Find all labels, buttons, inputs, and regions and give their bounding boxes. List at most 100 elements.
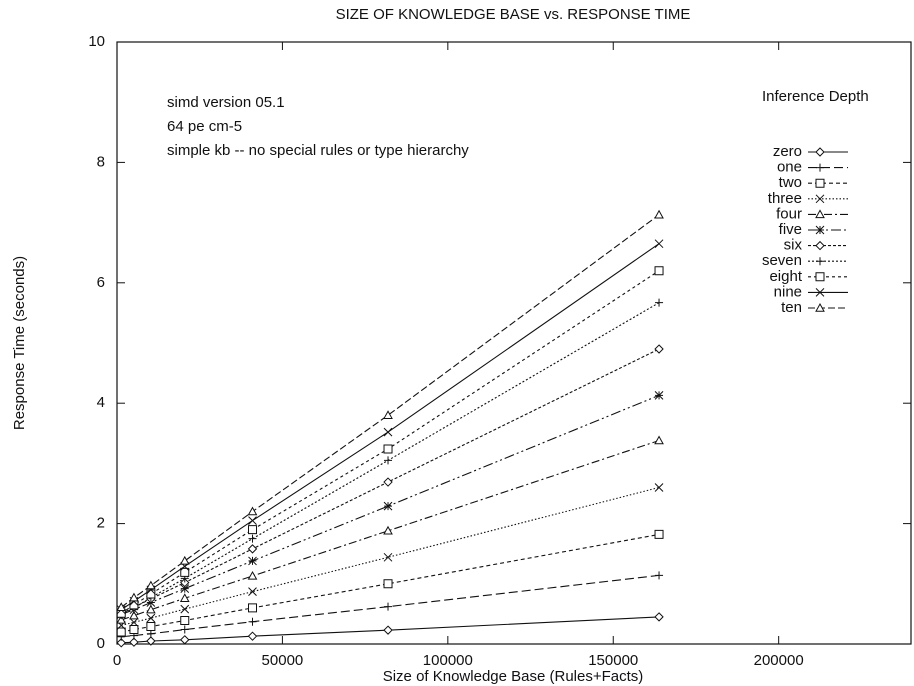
plot-frame <box>116 41 912 645</box>
y-tick-label: 6 <box>97 274 105 291</box>
y-tick-label: 10 <box>88 33 105 50</box>
y-tick-label: 8 <box>97 153 105 170</box>
data-point <box>116 638 126 648</box>
legend-label: zero <box>773 143 802 160</box>
legend-marker <box>815 225 825 235</box>
legend-title: Inference Depth <box>762 88 869 105</box>
data-point <box>654 391 664 400</box>
legend-label: five <box>779 221 802 238</box>
annotation: simple kb -- no special rules or type hi… <box>167 142 469 159</box>
data-point <box>247 506 258 516</box>
data-point <box>129 617 139 627</box>
data-point <box>129 637 139 647</box>
legend-label: six <box>784 237 803 254</box>
legend-label: three <box>768 190 802 207</box>
data-point <box>248 516 257 525</box>
data-point <box>180 584 190 593</box>
data-point <box>146 622 156 632</box>
x-axis-label: Size of Knowledge Base (Rules+Facts) <box>383 668 644 685</box>
data-point <box>247 570 258 580</box>
data-point <box>654 612 664 622</box>
data-point <box>654 483 664 492</box>
data-point <box>655 298 664 307</box>
legend-marker <box>815 147 825 157</box>
data-point <box>116 614 127 624</box>
data-point <box>129 600 139 610</box>
y-tick-label: 0 <box>97 635 105 652</box>
legend-label: two <box>779 174 802 191</box>
x-tick-label: 100000 <box>423 652 473 669</box>
data-point <box>248 534 257 543</box>
legend-marker <box>815 194 825 204</box>
data-point <box>654 344 664 354</box>
x-tick-label: 200000 <box>754 652 804 669</box>
data-point <box>248 525 258 535</box>
data-point <box>146 613 156 623</box>
series-line <box>120 302 660 616</box>
data-point <box>180 616 190 626</box>
data-point <box>383 477 393 487</box>
legend-label: seven <box>762 252 802 269</box>
legend-marker <box>816 257 824 266</box>
data-point <box>383 525 393 535</box>
data-point <box>383 579 393 589</box>
annotation: 64 pe cm-5 <box>167 118 242 135</box>
data-point <box>654 209 664 219</box>
data-point <box>146 604 156 614</box>
data-point <box>383 552 393 562</box>
annotation: simd version 05.1 <box>167 94 285 111</box>
data-point <box>248 603 258 613</box>
data-point <box>179 555 190 565</box>
data-point <box>129 592 139 602</box>
data-point <box>146 629 155 638</box>
legend-marker <box>815 240 825 251</box>
data-point <box>129 625 139 635</box>
legend-label: eight <box>769 268 802 285</box>
data-point <box>383 410 393 419</box>
data-point <box>248 556 257 566</box>
legend-marker <box>815 209 825 219</box>
data-point <box>383 444 393 454</box>
y-axis-label: Response Time (seconds) <box>11 256 28 430</box>
x-tick-label: 0 <box>113 652 121 669</box>
series-line <box>120 270 660 614</box>
data-point <box>655 571 664 580</box>
legend-marker <box>816 163 824 172</box>
data-point <box>654 266 664 276</box>
legend-marker <box>815 302 825 312</box>
data-point <box>180 635 190 645</box>
data-point <box>180 604 190 614</box>
data-point <box>384 456 393 465</box>
legend-label: four <box>776 205 802 222</box>
x-tick-label: 150000 <box>588 652 638 669</box>
data-point <box>383 427 393 437</box>
data-point <box>180 577 190 588</box>
data-point <box>146 580 156 590</box>
x-tick-label: 50000 <box>262 652 304 669</box>
data-point <box>654 239 664 249</box>
legend-label: one <box>777 159 802 176</box>
legend-marker <box>815 288 825 297</box>
legend-marker <box>815 178 825 188</box>
data-point <box>248 617 257 626</box>
data-point <box>384 602 393 611</box>
data-point <box>247 544 258 554</box>
data-point <box>248 587 257 596</box>
data-point <box>654 529 664 539</box>
data-point <box>116 602 127 611</box>
data-point <box>654 435 664 445</box>
data-point <box>247 631 258 641</box>
data-point <box>146 636 156 646</box>
data-point <box>383 625 393 635</box>
y-tick-label: 4 <box>97 394 105 411</box>
data-point <box>116 627 126 637</box>
legend-marker <box>815 272 825 282</box>
data-point <box>383 501 393 511</box>
legend-label: nine <box>774 283 802 300</box>
series-line <box>120 214 660 608</box>
legend-label: ten <box>781 299 802 316</box>
data-point <box>179 593 190 602</box>
data-point <box>180 625 189 634</box>
